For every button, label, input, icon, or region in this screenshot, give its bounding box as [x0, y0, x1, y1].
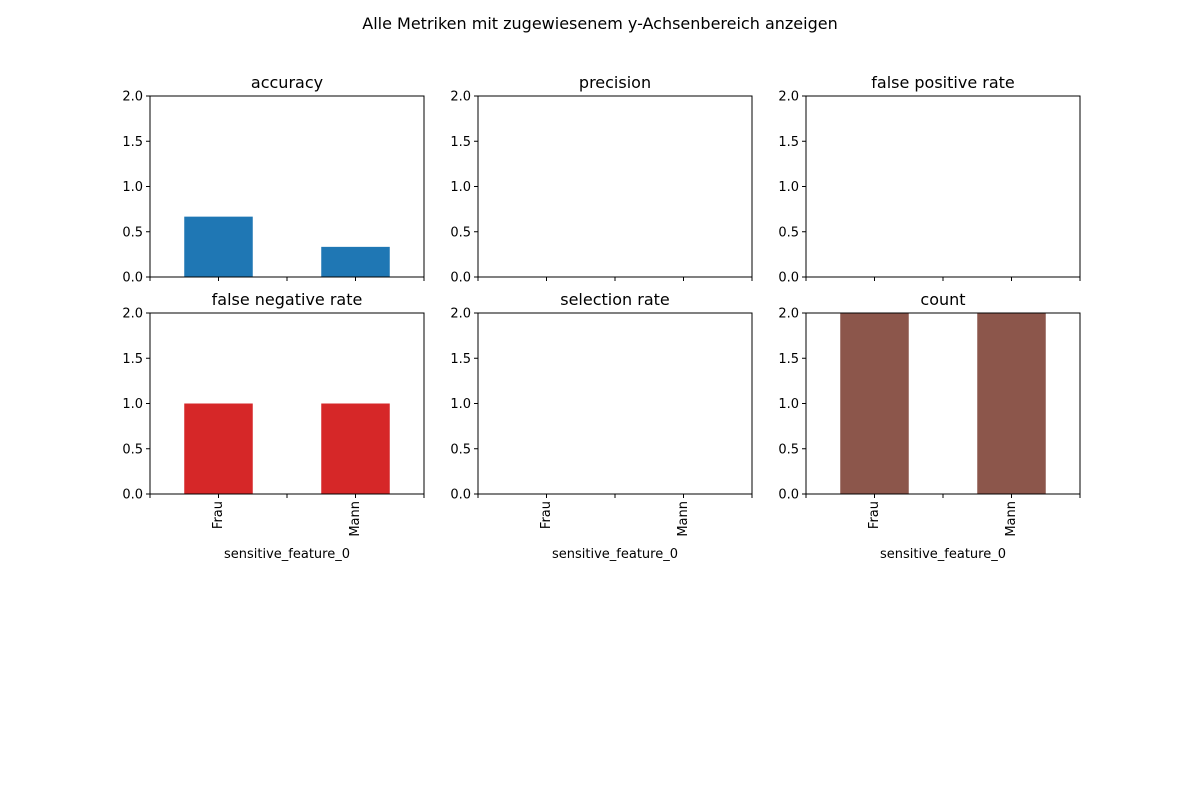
x-tick-label-selection-rate-mann: Mann [676, 501, 691, 537]
y-tick-label-false-negative-rate: 2.0 [122, 307, 143, 322]
x-axis-label-false-negative-rate: sensitive_feature_0 [224, 547, 350, 562]
y-tick-label-false-negative-rate: 1.5 [122, 352, 143, 367]
subplot-false-negative-rate: false negative rate 0.0 0.5 1.0 1.5 2.0 Frau Ma… [122, 290, 425, 562]
y-tick-label-accuracy: 2.0 [122, 90, 143, 105]
subplot-selection-rate: selection rate 0.0 0.5 1.0 1.5 2.0 Frau Mann sen… [450, 290, 753, 562]
bar-false-negative-rate-frau [184, 403, 253, 494]
subplot-false-positive-rate: false positive rate 0.0 0.5 1.0 1.5 2.0 [778, 73, 1081, 286]
x-tick-label-count-frau: Frau [867, 501, 882, 529]
bar-false-negative-rate-mann [321, 403, 390, 494]
y-tick-label-selection-rate: 0.0 [450, 488, 471, 503]
bar-count-frau [840, 313, 909, 494]
subplot-grid: accuracy 0.0 0.5 1.0 1.5 2.0 precision 0.0 0.5 1.… [122, 73, 1081, 562]
panel-title-accuracy: accuracy [251, 73, 323, 92]
y-tick-label-precision: 0.0 [450, 271, 471, 286]
axes-frame-selection-rate [477, 312, 753, 495]
x-tick-label-false-negative-rate-frau: Frau [211, 501, 226, 529]
subplot-precision: precision 0.0 0.5 1.0 1.5 2.0 [450, 73, 753, 286]
y-tick-label-selection-rate: 1.5 [450, 352, 471, 367]
x-axis-label-selection-rate: sensitive_feature_0 [552, 547, 678, 562]
x-tick-label-false-negative-rate-mann: Mann [348, 501, 363, 537]
y-tick-label-false-negative-rate: 1.0 [122, 397, 143, 412]
y-tick-label-precision: 2.0 [450, 90, 471, 105]
y-tick-label-false-positive-rate: 1.0 [778, 180, 799, 195]
y-tick-label-precision: 0.5 [450, 225, 471, 240]
y-tick-label-accuracy: 1.5 [122, 135, 143, 150]
figure-suptitle: Alle Metriken mit zugewiesenem y-Achsenb… [362, 14, 837, 33]
subplot-accuracy: accuracy 0.0 0.5 1.0 1.5 2.0 [122, 73, 425, 286]
y-tick-label-count: 0.0 [778, 488, 799, 503]
y-tick-label-selection-rate: 2.0 [450, 307, 471, 322]
panel-title-selection-rate: selection rate [560, 290, 670, 309]
y-tick-label-precision: 1.5 [450, 135, 471, 150]
axes-frame-precision [477, 95, 753, 278]
panel-title-precision: precision [579, 73, 651, 92]
axes-frame-false-positive-rate [805, 95, 1081, 278]
bar-accuracy-frau [184, 216, 253, 277]
y-tick-label-accuracy: 0.5 [122, 225, 143, 240]
y-tick-label-false-positive-rate: 0.5 [778, 225, 799, 240]
y-tick-label-false-positive-rate: 1.5 [778, 135, 799, 150]
y-tick-label-count: 1.0 [778, 397, 799, 412]
y-tick-label-selection-rate: 1.0 [450, 397, 471, 412]
bar-accuracy-mann [321, 246, 390, 277]
bar-count-mann [977, 313, 1046, 494]
panel-title-false-positive-rate: false positive rate [871, 73, 1015, 92]
y-tick-label-accuracy: 1.0 [122, 180, 143, 195]
y-tick-label-count: 1.5 [778, 352, 799, 367]
y-tick-label-false-negative-rate: 0.5 [122, 442, 143, 457]
y-tick-label-false-positive-rate: 0.0 [778, 271, 799, 286]
panel-title-count: count [920, 290, 965, 309]
y-tick-label-count: 2.0 [778, 307, 799, 322]
panel-title-false-negative-rate: false negative rate [212, 290, 363, 309]
x-tick-label-selection-rate-frau: Frau [539, 501, 554, 529]
y-tick-label-false-negative-rate: 0.0 [122, 488, 143, 503]
x-axis-label-count: sensitive_feature_0 [880, 547, 1006, 562]
y-tick-label-precision: 1.0 [450, 180, 471, 195]
y-tick-label-count: 0.5 [778, 442, 799, 457]
y-tick-label-accuracy: 0.0 [122, 271, 143, 286]
y-tick-label-false-positive-rate: 2.0 [778, 90, 799, 105]
x-tick-label-count-mann: Mann [1004, 501, 1019, 537]
y-tick-label-selection-rate: 0.5 [450, 442, 471, 457]
subplot-count: count 0.0 0.5 1.0 1.5 2.0 Frau Mann sensitive_fe… [778, 290, 1081, 562]
